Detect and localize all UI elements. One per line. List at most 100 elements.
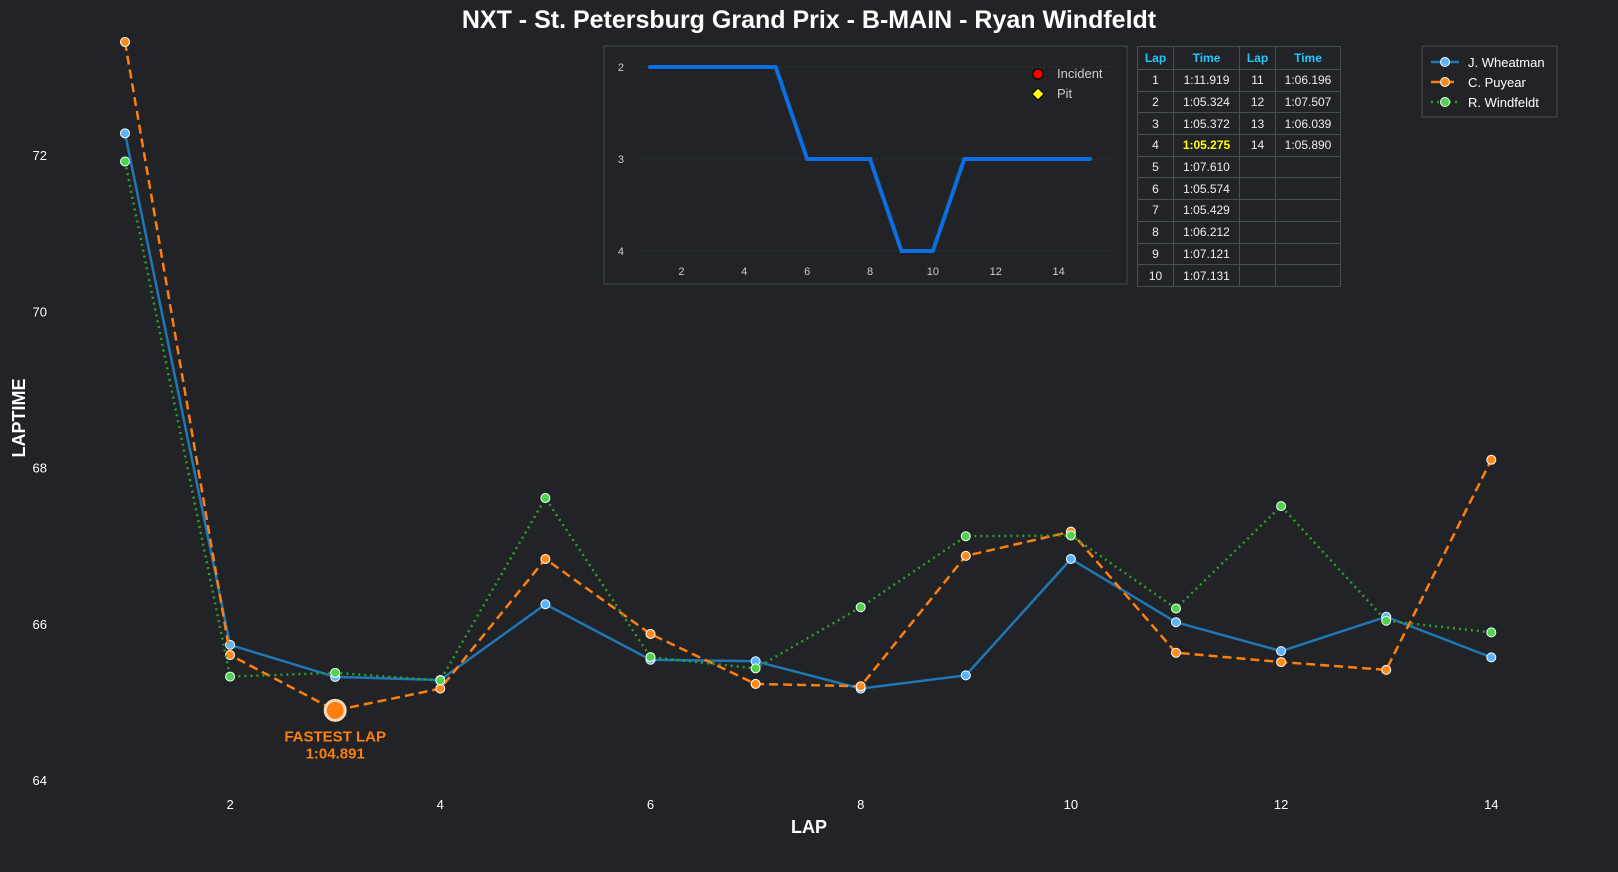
lap-number-cell: 12 xyxy=(1239,90,1276,114)
fastest-lap-label: FASTEST LAP xyxy=(284,728,386,745)
table-row: 6 1:05.574 xyxy=(1137,177,1341,201)
lap-number-cell xyxy=(1239,155,1276,179)
x-tick-label: 4 xyxy=(437,797,444,812)
table-row: 7 1:05.429 xyxy=(1137,199,1341,222)
series-line xyxy=(123,133,1492,690)
lap-times-table: Lap Time Lap Time 1 1:11.919 11 1:06.196 2 1:05.3… xyxy=(1137,46,1341,287)
lap-number-cell: 14 xyxy=(1239,134,1276,157)
y-tick-label: 68 xyxy=(33,461,47,476)
y-axis-label: LAPTIME xyxy=(9,379,29,458)
incident-legend-label: Incident xyxy=(1057,66,1103,81)
lap-number-cell: 10 xyxy=(1137,264,1174,287)
lap-time-cell: 1:05.324 xyxy=(1173,90,1240,114)
lap-time-cell: 1:07.121 xyxy=(1173,242,1240,266)
data-point xyxy=(225,650,236,661)
lap-number-cell xyxy=(1239,264,1276,287)
lap-time-cell: 1:06.212 xyxy=(1173,220,1240,244)
table-row: 3 1:05.372 13 1:06.039 xyxy=(1137,112,1341,136)
data-point xyxy=(1276,657,1287,668)
data-point xyxy=(1486,652,1497,663)
lap-number-cell xyxy=(1239,242,1276,266)
chart-legend: J. Wheatman C. Puyear R. Windfeldt xyxy=(1421,45,1558,118)
data-point xyxy=(1486,454,1497,465)
lap-number-cell xyxy=(1239,177,1276,201)
data-point xyxy=(960,531,971,542)
table-row: 2 1:05.324 12 1:07.507 xyxy=(1137,90,1341,114)
fastest-lap-marker xyxy=(323,698,347,722)
x-tick-label: 6 xyxy=(647,797,654,812)
y-tick-label: 70 xyxy=(33,304,47,319)
table-row: 9 1:07.121 xyxy=(1137,242,1341,266)
series-r-windfeldt xyxy=(120,156,1497,686)
data-point xyxy=(645,652,656,663)
data-point xyxy=(1486,627,1497,638)
data-point xyxy=(435,683,446,694)
data-point xyxy=(435,675,446,686)
x-tick-label: 10 xyxy=(1064,797,1078,812)
legend-label: J. Wheatman xyxy=(1468,55,1545,70)
lap-number-cell: 8 xyxy=(1137,220,1174,244)
inset-y-tick: 2 xyxy=(618,62,624,74)
lap-time-cell xyxy=(1275,242,1341,266)
data-point xyxy=(1065,553,1076,564)
table-row: 10 1:07.131 xyxy=(1137,264,1341,287)
legend-label: R. Windfeldt xyxy=(1468,95,1539,110)
lap-time-cell xyxy=(1275,220,1341,244)
lap-time-cell xyxy=(1275,199,1341,222)
x-tick-label: 14 xyxy=(1484,797,1498,812)
y-tick-label: 72 xyxy=(33,148,47,163)
lap-time-cell: 1:05.890 xyxy=(1275,134,1341,157)
lap-number-cell xyxy=(1239,220,1276,244)
lap-time-cell xyxy=(1275,264,1341,287)
table-row: 5 1:07.610 xyxy=(1137,155,1341,179)
inset-y-tick: 3 xyxy=(618,154,624,166)
data-point xyxy=(960,550,971,561)
legend-marker xyxy=(1440,57,1450,67)
table-row: 1 1:11.919 11 1:06.196 xyxy=(1137,69,1341,92)
data-point xyxy=(1381,664,1392,675)
inset-x-tick: 8 xyxy=(867,266,873,278)
data-point xyxy=(540,599,551,610)
data-point xyxy=(750,663,761,674)
lap-number-cell: 2 xyxy=(1137,90,1174,114)
legend-marker xyxy=(1440,77,1450,87)
data-point xyxy=(1276,501,1287,512)
lap-time-cell: 1:07.507 xyxy=(1275,90,1341,114)
lap-time-cell: 1:07.610 xyxy=(1173,155,1240,179)
lap-number-cell: 9 xyxy=(1137,242,1174,266)
series-line xyxy=(123,41,1493,712)
incident-legend-icon xyxy=(1032,68,1044,80)
data-point xyxy=(855,602,866,613)
inset-x-tick: 2 xyxy=(678,266,684,278)
series-line xyxy=(123,161,1492,682)
legend-marker xyxy=(1440,97,1450,107)
data-point xyxy=(120,128,130,139)
pit-legend-icon xyxy=(1031,87,1045,101)
data-point xyxy=(540,493,551,504)
table-header: Lap xyxy=(1239,46,1276,70)
inset-x-tick: 14 xyxy=(1052,266,1064,278)
data-point xyxy=(120,156,130,167)
table-header: Time xyxy=(1275,46,1341,70)
x-tick-label: 12 xyxy=(1274,797,1288,812)
lap-number-cell xyxy=(1239,199,1276,222)
lap-time-cell xyxy=(1275,177,1341,201)
lap-time-cell xyxy=(1275,155,1341,179)
table-header: Time xyxy=(1173,46,1240,70)
data-point xyxy=(1381,615,1392,626)
chart-title: NXT - St. Petersburg Grand Prix - B-MAIN… xyxy=(462,6,1157,34)
lap-time-cell: 1:05.574 xyxy=(1173,177,1240,201)
table-row: 8 1:06.212 xyxy=(1137,220,1341,244)
lap-number-cell: 4 xyxy=(1137,134,1174,157)
fastest-lap-time: 1:04.891 xyxy=(306,745,365,762)
lap-time-cell: 1:05.372 xyxy=(1173,112,1240,136)
data-point xyxy=(1065,530,1076,541)
lap-time-cell: 1:07.131 xyxy=(1173,264,1240,287)
data-point xyxy=(1171,617,1181,628)
data-point xyxy=(1171,603,1181,614)
inset-x-tick: 6 xyxy=(804,266,810,278)
y-tick-label: 66 xyxy=(33,617,47,632)
inset-y-tick: 4 xyxy=(618,246,624,258)
data-point xyxy=(960,670,971,681)
legend-label: C. Puyear xyxy=(1468,75,1526,90)
